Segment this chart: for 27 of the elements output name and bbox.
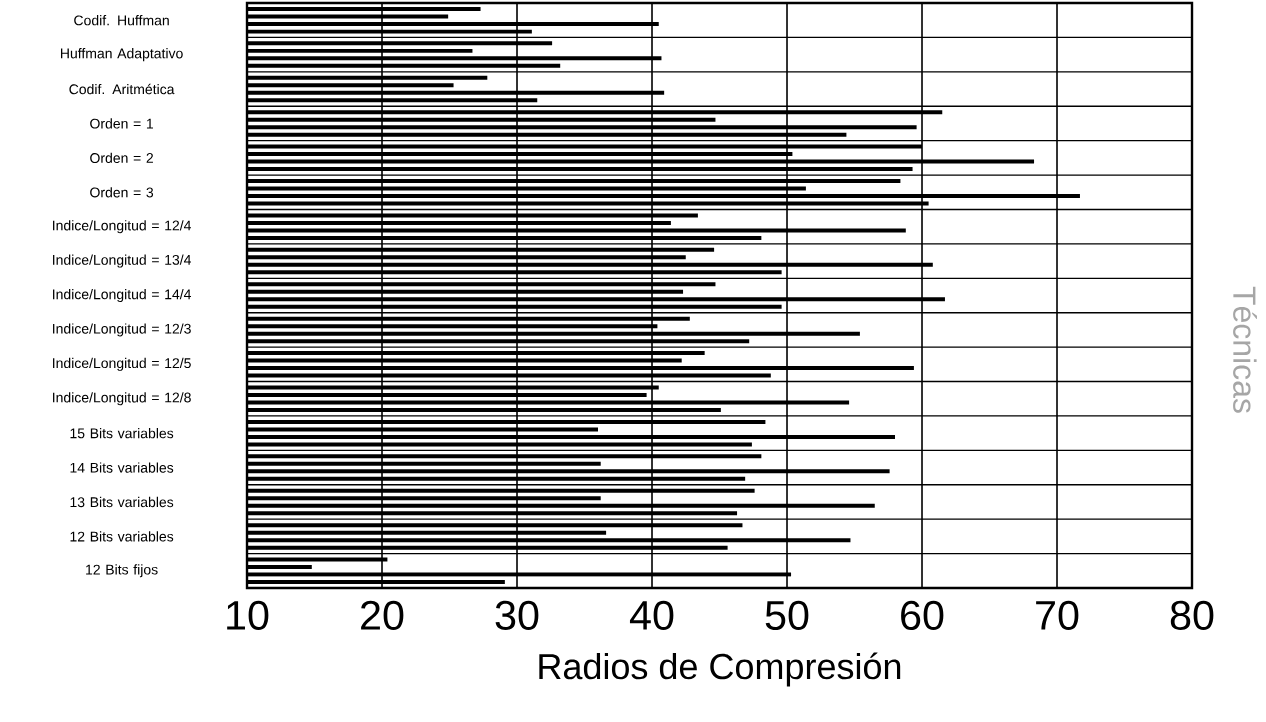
x-axis-title: Radios de Compresión <box>539 652 901 687</box>
x-tick-label: 50 <box>765 600 809 630</box>
y-tick-label: 13 Bits variables <box>70 496 174 508</box>
y-tick-label: Huffman Adaptativo <box>61 48 183 62</box>
y-tick-label: Indice/Longitud = 14/4 <box>53 288 192 303</box>
x-tick-label: 80 <box>1170 600 1214 630</box>
x-tick-label: 40 <box>629 600 674 630</box>
y-tick-label: Indice/Longitud = 12/8 <box>53 392 191 406</box>
y-tick-label: 12 Bits fijos <box>86 564 158 578</box>
y-tick-label: 14 Bits variables <box>70 462 174 473</box>
y-tick-label: Orden = 1 <box>90 118 153 129</box>
y-tick-label: Indice/Longitud = 12/4 <box>53 220 192 234</box>
x-tick-label: 30 <box>495 600 539 630</box>
y-tick-label: 12 Bits variables <box>70 531 174 542</box>
y-tick-label: Indice/Longitud = 12/3 <box>53 323 191 337</box>
x-tick-label: 60 <box>901 600 944 630</box>
y-tick-label: Orden = 3 <box>90 187 154 198</box>
text: Técnicas <box>1233 286 1257 413</box>
y-tick-label: Orden = 2 <box>90 152 153 164</box>
y-tick-label: Indice/Longitud = 13/4 <box>53 254 192 268</box>
y-tick-label: 15 Bits variables <box>70 428 174 439</box>
y-tick-label: Codif. Huffman <box>74 15 169 26</box>
y-tick-label: Codif. Aritmética <box>69 83 175 95</box>
x-tick-label: 70 <box>1036 600 1079 630</box>
y-tick-label: Indice/Longitud = 12/5 <box>53 357 191 371</box>
x-tick-label: 10 <box>227 600 269 630</box>
x-tick-label: 20 <box>361 600 404 630</box>
